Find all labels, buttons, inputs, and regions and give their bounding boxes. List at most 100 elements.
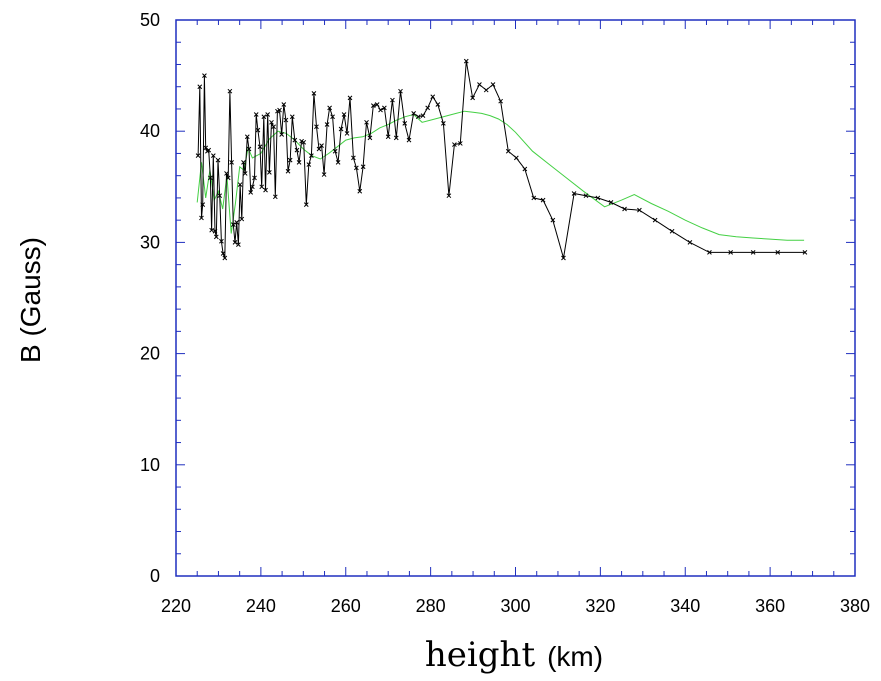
data-point <box>296 159 302 165</box>
data-point <box>420 113 426 118</box>
data-point <box>225 175 231 181</box>
data-point <box>265 112 271 117</box>
data-point <box>199 215 204 221</box>
smoothed-line <box>196 110 805 241</box>
x-axis-title: height (km) <box>425 635 603 675</box>
x-tick-label: 380 <box>840 596 870 616</box>
data-point <box>622 206 627 212</box>
data-point <box>522 166 528 172</box>
data-point <box>382 105 387 111</box>
data-point <box>378 107 383 113</box>
data-point <box>208 175 213 181</box>
data-point <box>354 165 359 171</box>
data-point <box>261 114 267 120</box>
data-point <box>202 73 207 78</box>
data-point <box>294 147 300 153</box>
data-point <box>347 95 353 101</box>
data-point <box>441 121 446 126</box>
data-point <box>370 103 376 108</box>
data-point <box>463 58 469 64</box>
x-tick-label: 320 <box>585 596 615 616</box>
y-tick-labels: 0 10 20 30 40 50 <box>140 10 160 586</box>
data-point <box>314 124 319 130</box>
data-point <box>319 143 324 149</box>
data-point <box>210 153 216 159</box>
data-point <box>446 193 452 199</box>
data-point <box>802 250 808 255</box>
data-point <box>289 114 295 120</box>
data-point <box>303 202 309 207</box>
x-tick-label: 220 <box>161 596 191 616</box>
data-point <box>477 82 482 87</box>
data-point <box>513 155 519 161</box>
data-point <box>498 98 504 104</box>
data-point <box>550 217 556 223</box>
data-point <box>227 88 233 94</box>
y-tick-label: 50 <box>140 10 160 30</box>
data-point <box>230 222 236 227</box>
data-point <box>374 102 380 107</box>
data-point <box>279 132 285 137</box>
data-point <box>217 193 223 199</box>
data-point <box>281 102 287 107</box>
x-axis-title-unit: (km) <box>547 641 603 672</box>
data-point <box>229 159 234 165</box>
data-point <box>425 105 431 111</box>
data-point <box>234 220 240 225</box>
data-point <box>203 145 209 151</box>
data-point <box>248 190 254 195</box>
data-point <box>244 134 250 140</box>
data-point <box>775 250 781 255</box>
x-tick-label: 360 <box>755 596 785 616</box>
data-point <box>390 97 395 103</box>
data-point <box>237 182 243 187</box>
data-point <box>239 216 245 222</box>
data-point <box>490 82 496 87</box>
x-tick-label: 340 <box>670 596 700 616</box>
data-point <box>206 147 212 153</box>
data-point <box>285 168 291 174</box>
data-point <box>608 200 614 205</box>
data-point <box>277 107 282 113</box>
data-point <box>246 146 252 152</box>
smoothed-series <box>196 110 805 241</box>
y-tick-label: 40 <box>140 121 160 141</box>
data-point <box>267 169 272 175</box>
data-point <box>222 255 228 261</box>
data-point <box>316 146 322 152</box>
data-point <box>301 139 307 145</box>
data-point <box>470 95 475 101</box>
data-point <box>306 162 312 167</box>
data-point <box>269 119 274 125</box>
x-tick-labels: 220 240 260 280 300 320 340 360 380 <box>161 596 870 616</box>
data-point <box>236 242 241 247</box>
axis-ticks <box>175 19 856 577</box>
data-point <box>357 188 363 194</box>
data-point <box>250 184 255 190</box>
data-point <box>393 135 399 141</box>
y-tick-label: 30 <box>140 232 160 252</box>
data-point <box>287 157 293 163</box>
data-point <box>505 148 511 154</box>
x-tick-label: 280 <box>416 596 446 616</box>
data-point <box>652 217 658 223</box>
data-point <box>669 228 675 234</box>
data-point <box>242 171 248 176</box>
data-point <box>232 240 238 245</box>
data-point <box>292 137 298 143</box>
data-point <box>197 84 203 90</box>
data-point <box>406 137 412 143</box>
data-point <box>253 112 259 117</box>
data-point <box>411 111 417 116</box>
data-point <box>272 194 278 200</box>
y-axis-title: B (Gauss) <box>15 237 46 363</box>
data-point <box>311 91 317 96</box>
data-point <box>215 157 221 163</box>
data-point <box>360 164 366 170</box>
y-tick-label: 0 <box>150 566 160 586</box>
data-point <box>687 240 693 245</box>
data-point <box>637 207 642 213</box>
data-point <box>430 94 436 100</box>
data-point <box>435 102 441 107</box>
x-tick-label: 240 <box>246 596 276 616</box>
